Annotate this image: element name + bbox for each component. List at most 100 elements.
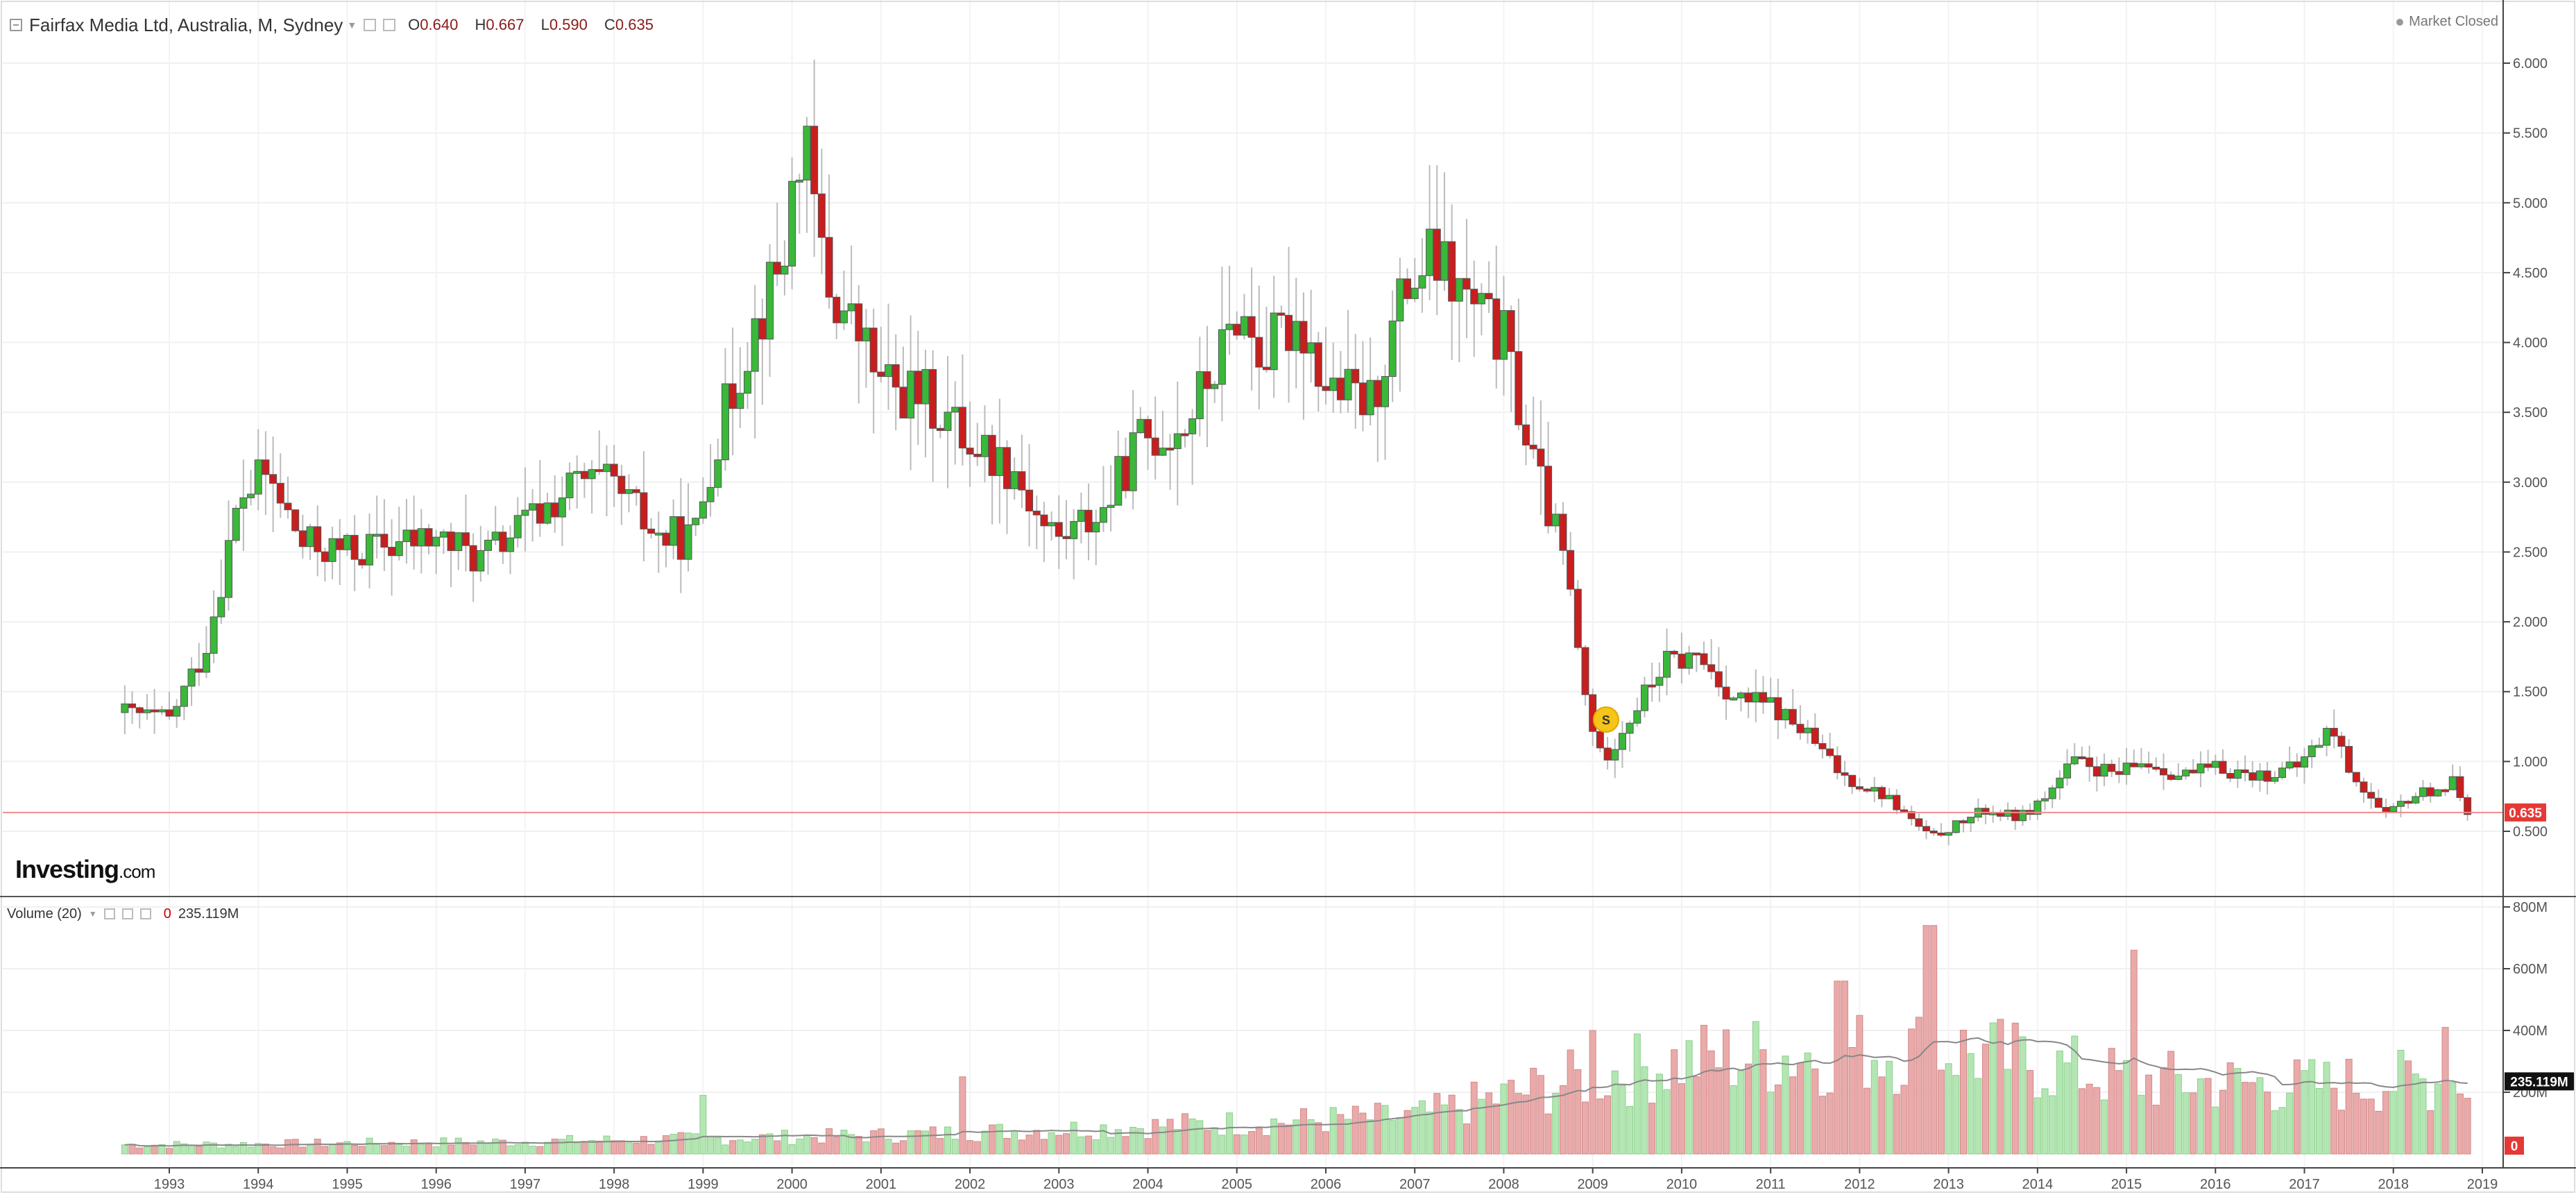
x-tick-label: 1995 bbox=[332, 1177, 363, 1192]
volume-bar-down bbox=[291, 1139, 299, 1155]
event-marker-icon[interactable] bbox=[1592, 706, 1619, 733]
candle-down bbox=[284, 502, 292, 511]
candle-up bbox=[2301, 756, 2309, 767]
candle-down bbox=[269, 474, 278, 484]
open-key: O bbox=[408, 16, 420, 33]
candle-down bbox=[2085, 757, 2094, 767]
volume-bar-up bbox=[885, 1139, 892, 1155]
volume-bar-up bbox=[477, 1140, 484, 1155]
volume-bar-down bbox=[2226, 1062, 2234, 1155]
candle-down bbox=[758, 318, 767, 340]
x-tick-label: 2015 bbox=[2111, 1177, 2142, 1192]
candle-up bbox=[803, 126, 811, 180]
volume-bar-down bbox=[1922, 925, 1930, 1155]
volume-bar-down bbox=[1893, 1094, 1900, 1155]
volume-bar-down bbox=[2219, 1089, 2226, 1155]
candle-up bbox=[885, 364, 893, 377]
volume-bar-up bbox=[736, 1139, 744, 1155]
candle-down bbox=[1507, 309, 1515, 353]
volume-bar-up bbox=[722, 1144, 729, 1155]
candle-down bbox=[1351, 368, 1360, 384]
chevron-down-icon[interactable]: ▼ bbox=[347, 19, 357, 31]
x-tick-label: 2008 bbox=[1488, 1177, 1519, 1192]
candle-up bbox=[2004, 809, 2012, 817]
candle-down bbox=[1826, 748, 1834, 756]
symbol-title[interactable]: Fairfax Media Ltd, Australia, M, Sydney bbox=[29, 14, 343, 35]
settings-icon[interactable] bbox=[364, 19, 377, 31]
eye-icon[interactable] bbox=[103, 908, 115, 919]
candle-down bbox=[499, 532, 507, 552]
volume-bar-down bbox=[2145, 1074, 2153, 1155]
investing-logo: Investing.com bbox=[15, 855, 155, 884]
candle-down bbox=[929, 368, 937, 429]
candle-up bbox=[921, 368, 930, 405]
candle-down bbox=[1596, 731, 1604, 749]
candle-up bbox=[143, 709, 151, 713]
volume-bar-up bbox=[529, 1146, 536, 1155]
candle-down bbox=[1003, 447, 1012, 489]
volume-bar-up bbox=[454, 1137, 462, 1155]
volume-bar-down bbox=[447, 1144, 455, 1155]
candle-up bbox=[1218, 329, 1226, 385]
candle-down bbox=[2345, 746, 2353, 773]
collapse-icon[interactable] bbox=[10, 19, 22, 31]
volume-bar-up bbox=[158, 1144, 166, 1155]
volume-bar-down bbox=[2204, 1078, 2212, 1155]
candle-down bbox=[2189, 770, 2197, 774]
volume-bar-down bbox=[1774, 1085, 1782, 1155]
candle-up bbox=[1611, 749, 1619, 761]
candle-down bbox=[640, 492, 648, 529]
candle-down bbox=[128, 703, 137, 708]
candle-up bbox=[1455, 278, 1463, 302]
volume-bar-up bbox=[692, 1133, 699, 1155]
candle-down bbox=[1492, 298, 1501, 360]
volume-bar-down bbox=[284, 1139, 291, 1155]
candle-down bbox=[1893, 795, 1901, 810]
volume-bar-down bbox=[1255, 1127, 1263, 1155]
candle-up bbox=[173, 706, 181, 717]
volume-bar-up bbox=[1196, 1120, 1204, 1155]
volume-bar-up bbox=[2174, 1074, 2182, 1155]
volume-bar-up bbox=[1129, 1126, 1137, 1155]
chevron-down-icon[interactable]: ▼ bbox=[88, 909, 97, 919]
volume-title[interactable]: Volume (20) bbox=[7, 906, 82, 922]
volume-bar-up bbox=[1107, 1137, 1115, 1155]
volume-bar-down bbox=[536, 1146, 544, 1155]
close-icon[interactable] bbox=[383, 19, 396, 31]
close-icon[interactable] bbox=[139, 908, 151, 919]
volume-bar-down bbox=[1544, 1113, 1552, 1155]
volume-bar-down bbox=[810, 1137, 818, 1155]
volume-bar-down bbox=[959, 1076, 966, 1155]
volume-bar-up bbox=[432, 1146, 440, 1155]
candle-down bbox=[1084, 509, 1093, 533]
candle-up bbox=[395, 541, 403, 557]
volume-bar-up bbox=[1641, 1066, 1648, 1155]
candle-up bbox=[157, 709, 166, 713]
volume-bar-down bbox=[818, 1142, 826, 1155]
volume-bar-up bbox=[2071, 1035, 2079, 1155]
candle-down bbox=[410, 529, 418, 547]
open-value: 0.640 bbox=[420, 16, 459, 33]
x-tick-label: 2007 bbox=[1399, 1177, 1431, 1192]
volume-bar-down bbox=[314, 1139, 321, 1155]
event-marker-label[interactable]: S bbox=[1602, 713, 1610, 727]
volume-bar-up bbox=[1411, 1107, 1419, 1155]
volume-last-label: 235.119M bbox=[2510, 1075, 2568, 1089]
candle-down bbox=[1233, 323, 1241, 336]
candle-up bbox=[1418, 275, 1426, 289]
candle-up bbox=[1329, 377, 1338, 391]
volume-bar-down bbox=[2160, 1067, 2167, 1155]
candle-up bbox=[862, 328, 870, 341]
volume-bar-up bbox=[1655, 1073, 1663, 1155]
candle-down bbox=[1907, 811, 1916, 820]
candle-up bbox=[684, 524, 692, 560]
volume-bar-up bbox=[418, 1144, 425, 1155]
candle-down bbox=[1433, 228, 1441, 281]
volume-bar-up bbox=[1070, 1121, 1077, 1155]
volume-bar-up bbox=[2019, 1036, 2027, 1155]
candle-down bbox=[1462, 278, 1471, 290]
settings-icon[interactable] bbox=[121, 908, 133, 919]
candle-up bbox=[1211, 384, 1219, 389]
candle-down bbox=[551, 502, 559, 518]
